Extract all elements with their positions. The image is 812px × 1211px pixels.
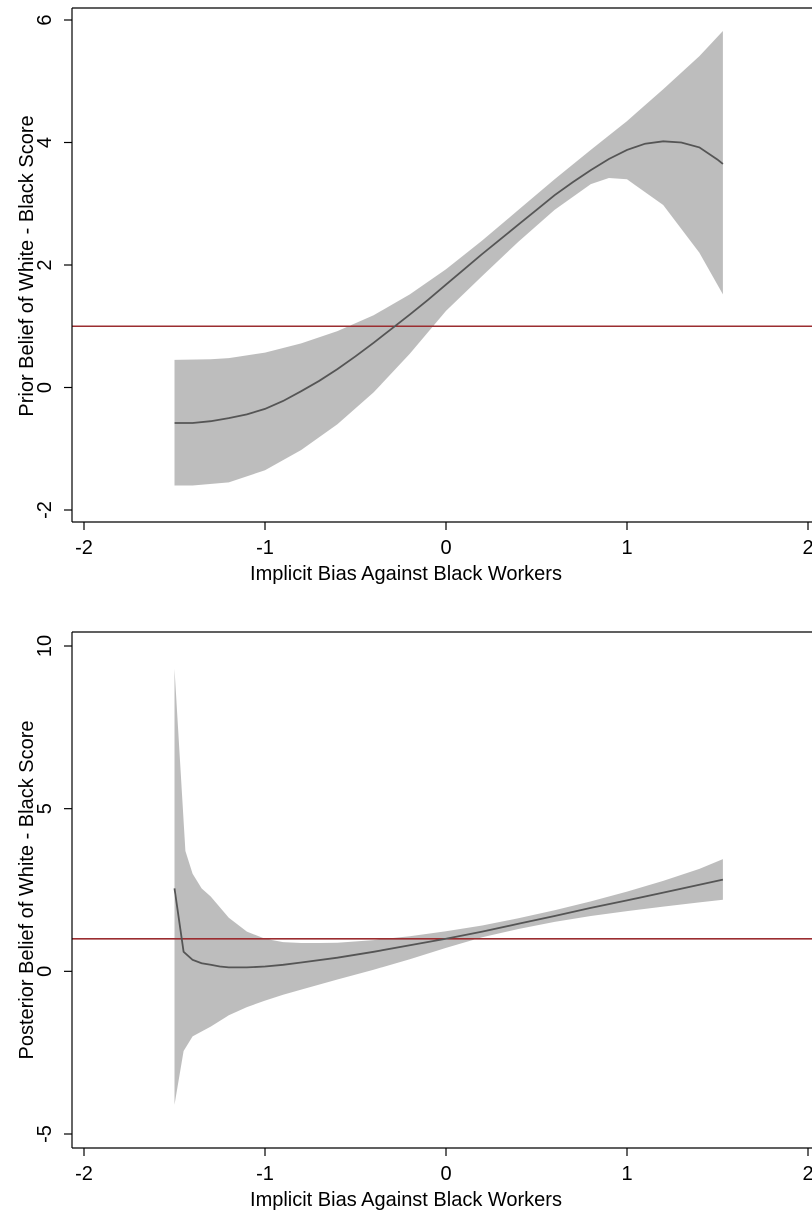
- x-tick-label: 1: [621, 537, 632, 559]
- y-tick-label: 0: [34, 382, 56, 393]
- x-axis-title: Implicit Bias Against Black Workers: [250, 1189, 562, 1211]
- y-tick-label: 4: [34, 137, 56, 148]
- x-axis-title: Implicit Bias Against Black Workers: [250, 563, 562, 585]
- x-tick-label: 2: [802, 1163, 812, 1185]
- y-axis-title: Prior Belief of White - Black Score: [16, 115, 38, 416]
- y-tick-label: 6: [34, 14, 56, 25]
- posterior-belief-panel: -2 -1 0 1 2 -5 0 5 10 Implicit Bias Against Black…: [16, 631, 812, 1211]
- x-tick-label: 1: [621, 1163, 632, 1185]
- y-tick-label: -2: [34, 501, 56, 519]
- fitted-line: [174, 140, 724, 424]
- y-tick-label: 10: [34, 635, 56, 657]
- x-tick-label: -1: [256, 537, 274, 559]
- x-tick-label: -2: [75, 537, 93, 559]
- fitted-line: [173, 878, 724, 969]
- x-tick-label: -1: [256, 1163, 274, 1185]
- confidence-band: [174, 668, 723, 1105]
- prior-belief-panel: -2 -1 0 1 2 -2 0 2 4 6 Implicit Bias Against Black…: [16, 7, 812, 585]
- y-tick-label: 2: [34, 259, 56, 270]
- y-tick-label: 5: [34, 803, 56, 814]
- y-tick-label: 0: [34, 966, 56, 977]
- x-tick-label: -2: [75, 1163, 93, 1185]
- y-tick-label: -5: [34, 1125, 56, 1143]
- x-tick-label: 0: [440, 537, 451, 559]
- x-tick-label: 2: [802, 537, 812, 559]
- confidence-band: [174, 31, 723, 486]
- y-axis-title: Posterior Belief of White - Black Score: [16, 720, 38, 1059]
- x-tick-label: 0: [440, 1163, 451, 1185]
